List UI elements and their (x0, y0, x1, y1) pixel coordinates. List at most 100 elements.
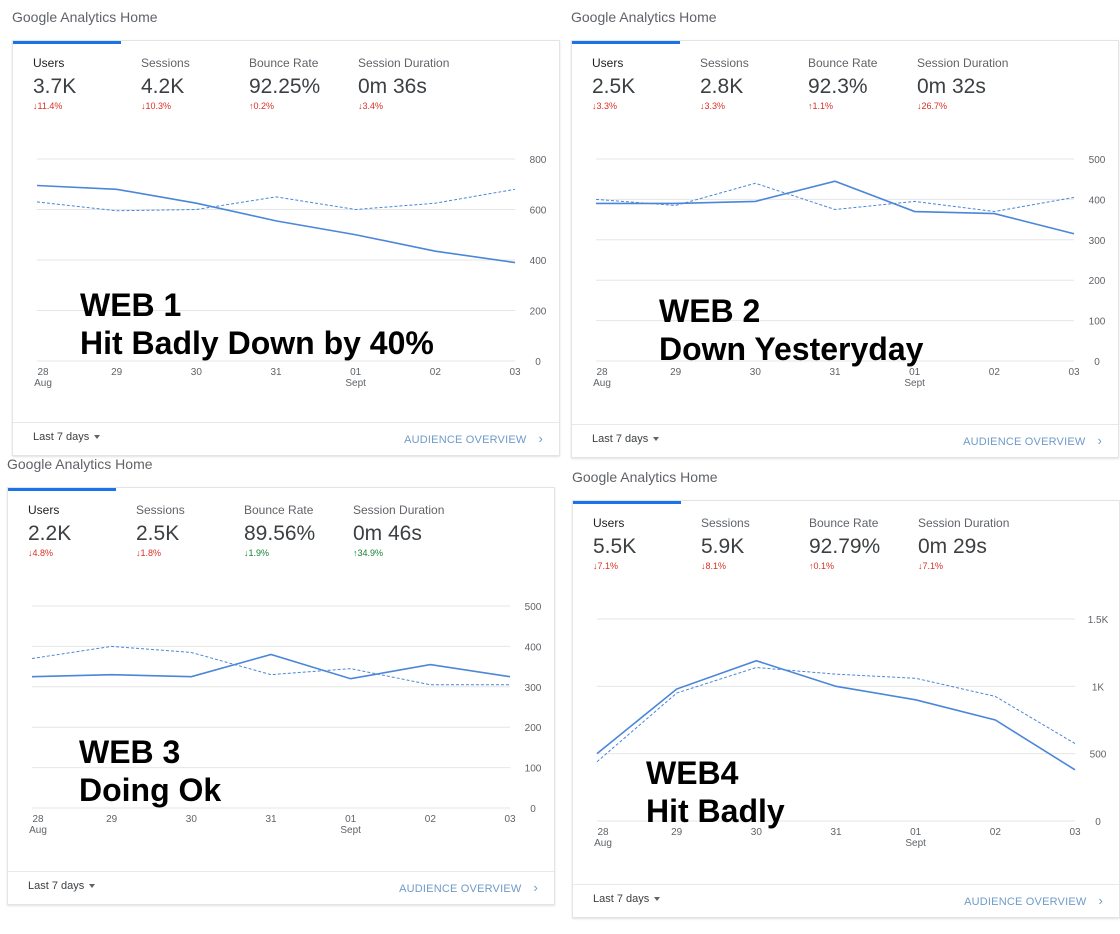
arrow-down-icon: ↓ (592, 101, 597, 111)
date-range-dropdown[interactable]: Last 7 days (592, 433, 660, 445)
metric-tab-bounce-rate[interactable]: Bounce Rate 92.25% ↑0.2% (249, 55, 357, 112)
arrow-up-icon: ↑ (249, 101, 254, 111)
series-line-current (596, 180, 1075, 235)
x-tick-label: 29 (111, 367, 123, 378)
metric-label: Sessions (141, 56, 190, 70)
date-range-dropdown[interactable]: Last 7 days (28, 880, 96, 892)
audience-overview-link[interactable]: AUDIENCE OVERVIEW › (399, 880, 538, 895)
active-tab-indicator (8, 488, 116, 491)
annotation-line: WEB4 (646, 755, 739, 791)
metric-tab-sessions[interactable]: Sessions 2.8K ↓3.3% (700, 55, 808, 112)
y-tick-label: 400 (525, 642, 542, 653)
x-tick-label: 01 (350, 367, 362, 378)
summary-card: Users 5.5K ↓7.1% Sessions 5.9K ↓8.1% Bounce Ra… (572, 500, 1120, 918)
x-tick-label: 30 (191, 367, 203, 378)
metric-value: 2.5K (592, 75, 636, 98)
annotation-overlay: WEB 2 Down Yesteryday (659, 292, 923, 368)
chevron-right-icon: › (1098, 893, 1103, 908)
audience-overview-label: AUDIENCE OVERVIEW (964, 896, 1087, 908)
x-tick-label: 28 (596, 367, 608, 378)
metric-tab-bounce-rate[interactable]: Bounce Rate 92.79% ↑0.1% (809, 515, 917, 572)
metric-tab-users[interactable]: Users 5.5K ↓7.1% (593, 515, 701, 572)
metric-tab-users[interactable]: Users 3.7K ↓11.4% (33, 55, 141, 112)
metric-value: 4.2K (141, 75, 185, 98)
arrow-down-icon: ↓ (141, 101, 146, 111)
metric-value: 5.5K (593, 535, 637, 558)
metric-tab-bounce-rate[interactable]: Bounce Rate 89.56% ↓1.9% (244, 502, 352, 559)
metric-value: 92.79% (809, 535, 881, 558)
arrow-down-icon: ↓ (917, 101, 922, 111)
metric-change: ↓7.1% (593, 560, 701, 572)
metric-value: 5.9K (701, 535, 745, 558)
date-range-dropdown[interactable]: Last 7 days (33, 431, 101, 443)
metric-change: ↑0.1% (809, 560, 917, 572)
metric-label: Sessions (700, 56, 749, 70)
y-tick-label: 1K (1092, 682, 1105, 693)
metric-change-value: 0.2% (253, 101, 275, 111)
x-tick-label: 29 (106, 814, 118, 825)
metric-label: Session Duration (918, 516, 1010, 530)
arrow-down-icon: ↓ (244, 548, 249, 558)
date-range-label: Last 7 days (593, 893, 650, 905)
x-tick-sublabel: Sept (905, 838, 926, 849)
metric-label: Session Duration (353, 503, 445, 517)
metric-tab-sessions[interactable]: Sessions 5.9K ↓8.1% (701, 515, 809, 572)
metric-label: Bounce Rate (809, 516, 879, 530)
metric-tab-bounce-rate[interactable]: Bounce Rate 92.3% ↑1.1% (808, 55, 916, 112)
metric-label: Sessions (701, 516, 750, 530)
panel-title: Google Analytics Home (7, 456, 153, 472)
y-tick-label: 500 (1089, 155, 1106, 166)
audience-overview-link[interactable]: AUDIENCE OVERVIEW › (964, 893, 1103, 908)
panel-title: Google Analytics Home (12, 9, 158, 25)
panel-title: Google Analytics Home (571, 9, 717, 25)
arrow-down-icon: ↓ (701, 561, 706, 571)
chevron-right-icon: › (533, 880, 538, 895)
active-tab-indicator (573, 501, 681, 504)
y-tick-label: 100 (525, 764, 542, 775)
metric-tab-session-duration[interactable]: Session Duration 0m 46s ↑34.9% (353, 502, 461, 559)
metric-tab-sessions[interactable]: Sessions 4.2K ↓10.3% (141, 55, 249, 112)
date-range-dropdown[interactable]: Last 7 days (593, 893, 661, 905)
metric-change-value: 10.3% (145, 101, 172, 111)
metric-tab-session-duration[interactable]: Session Duration 0m 29s ↓7.1% (918, 515, 1026, 572)
y-tick-label: 0 (535, 357, 541, 368)
metric-value: 92.25% (249, 75, 321, 98)
x-tick-label: 03 (509, 367, 521, 378)
metric-tab-users[interactable]: Users 2.2K ↓4.8% (28, 502, 136, 559)
metric-label: Users (593, 516, 625, 530)
y-tick-label: 1.5K (1088, 615, 1109, 626)
x-tick-label: 31 (830, 827, 842, 838)
x-tick-label: 30 (750, 367, 762, 378)
metric-tab-sessions[interactable]: Sessions 2.5K ↓1.8% (136, 502, 244, 559)
x-tick-label: 01 (910, 827, 922, 838)
chevron-right-icon: › (538, 431, 543, 446)
active-tab-indicator (13, 41, 121, 44)
metric-change-value: 7.1% (597, 561, 619, 571)
x-tick-label: 31 (270, 367, 282, 378)
series-line-previous (36, 188, 516, 212)
y-tick-label: 0 (530, 804, 536, 815)
metric-value: 2.2K (28, 522, 72, 545)
x-tick-sublabel: Sept (904, 378, 925, 389)
metric-tab-session-duration[interactable]: Session Duration 0m 36s ↓3.4% (358, 55, 466, 112)
metric-change-value: 26.7% (921, 101, 948, 111)
metric-change-value: 1.1% (812, 101, 834, 111)
audience-overview-link[interactable]: AUDIENCE OVERVIEW › (963, 433, 1102, 448)
caret-down-icon (94, 435, 101, 440)
metric-change: ↓1.8% (136, 547, 244, 559)
metric-change: ↑1.1% (808, 100, 916, 112)
arrow-down-icon: ↓ (358, 101, 363, 111)
series-line-previous (595, 182, 1075, 213)
annotation-overlay: WEB 3 Doing Ok (79, 733, 221, 809)
y-tick-label: 200 (1089, 276, 1106, 287)
x-tick-sublabel: Aug (34, 378, 52, 389)
card-footer: Last 7 days AUDIENCE OVERVIEW › (8, 871, 554, 904)
audience-overview-link[interactable]: AUDIENCE OVERVIEW › (404, 431, 543, 446)
metric-value: 0m 32s (917, 75, 986, 98)
metric-value: 2.8K (700, 75, 744, 98)
metric-tab-session-duration[interactable]: Session Duration 0m 32s ↓26.7% (917, 55, 1025, 112)
metric-tab-users[interactable]: Users 2.5K ↓3.3% (592, 55, 700, 112)
metric-change-value: 34.9% (357, 548, 384, 558)
